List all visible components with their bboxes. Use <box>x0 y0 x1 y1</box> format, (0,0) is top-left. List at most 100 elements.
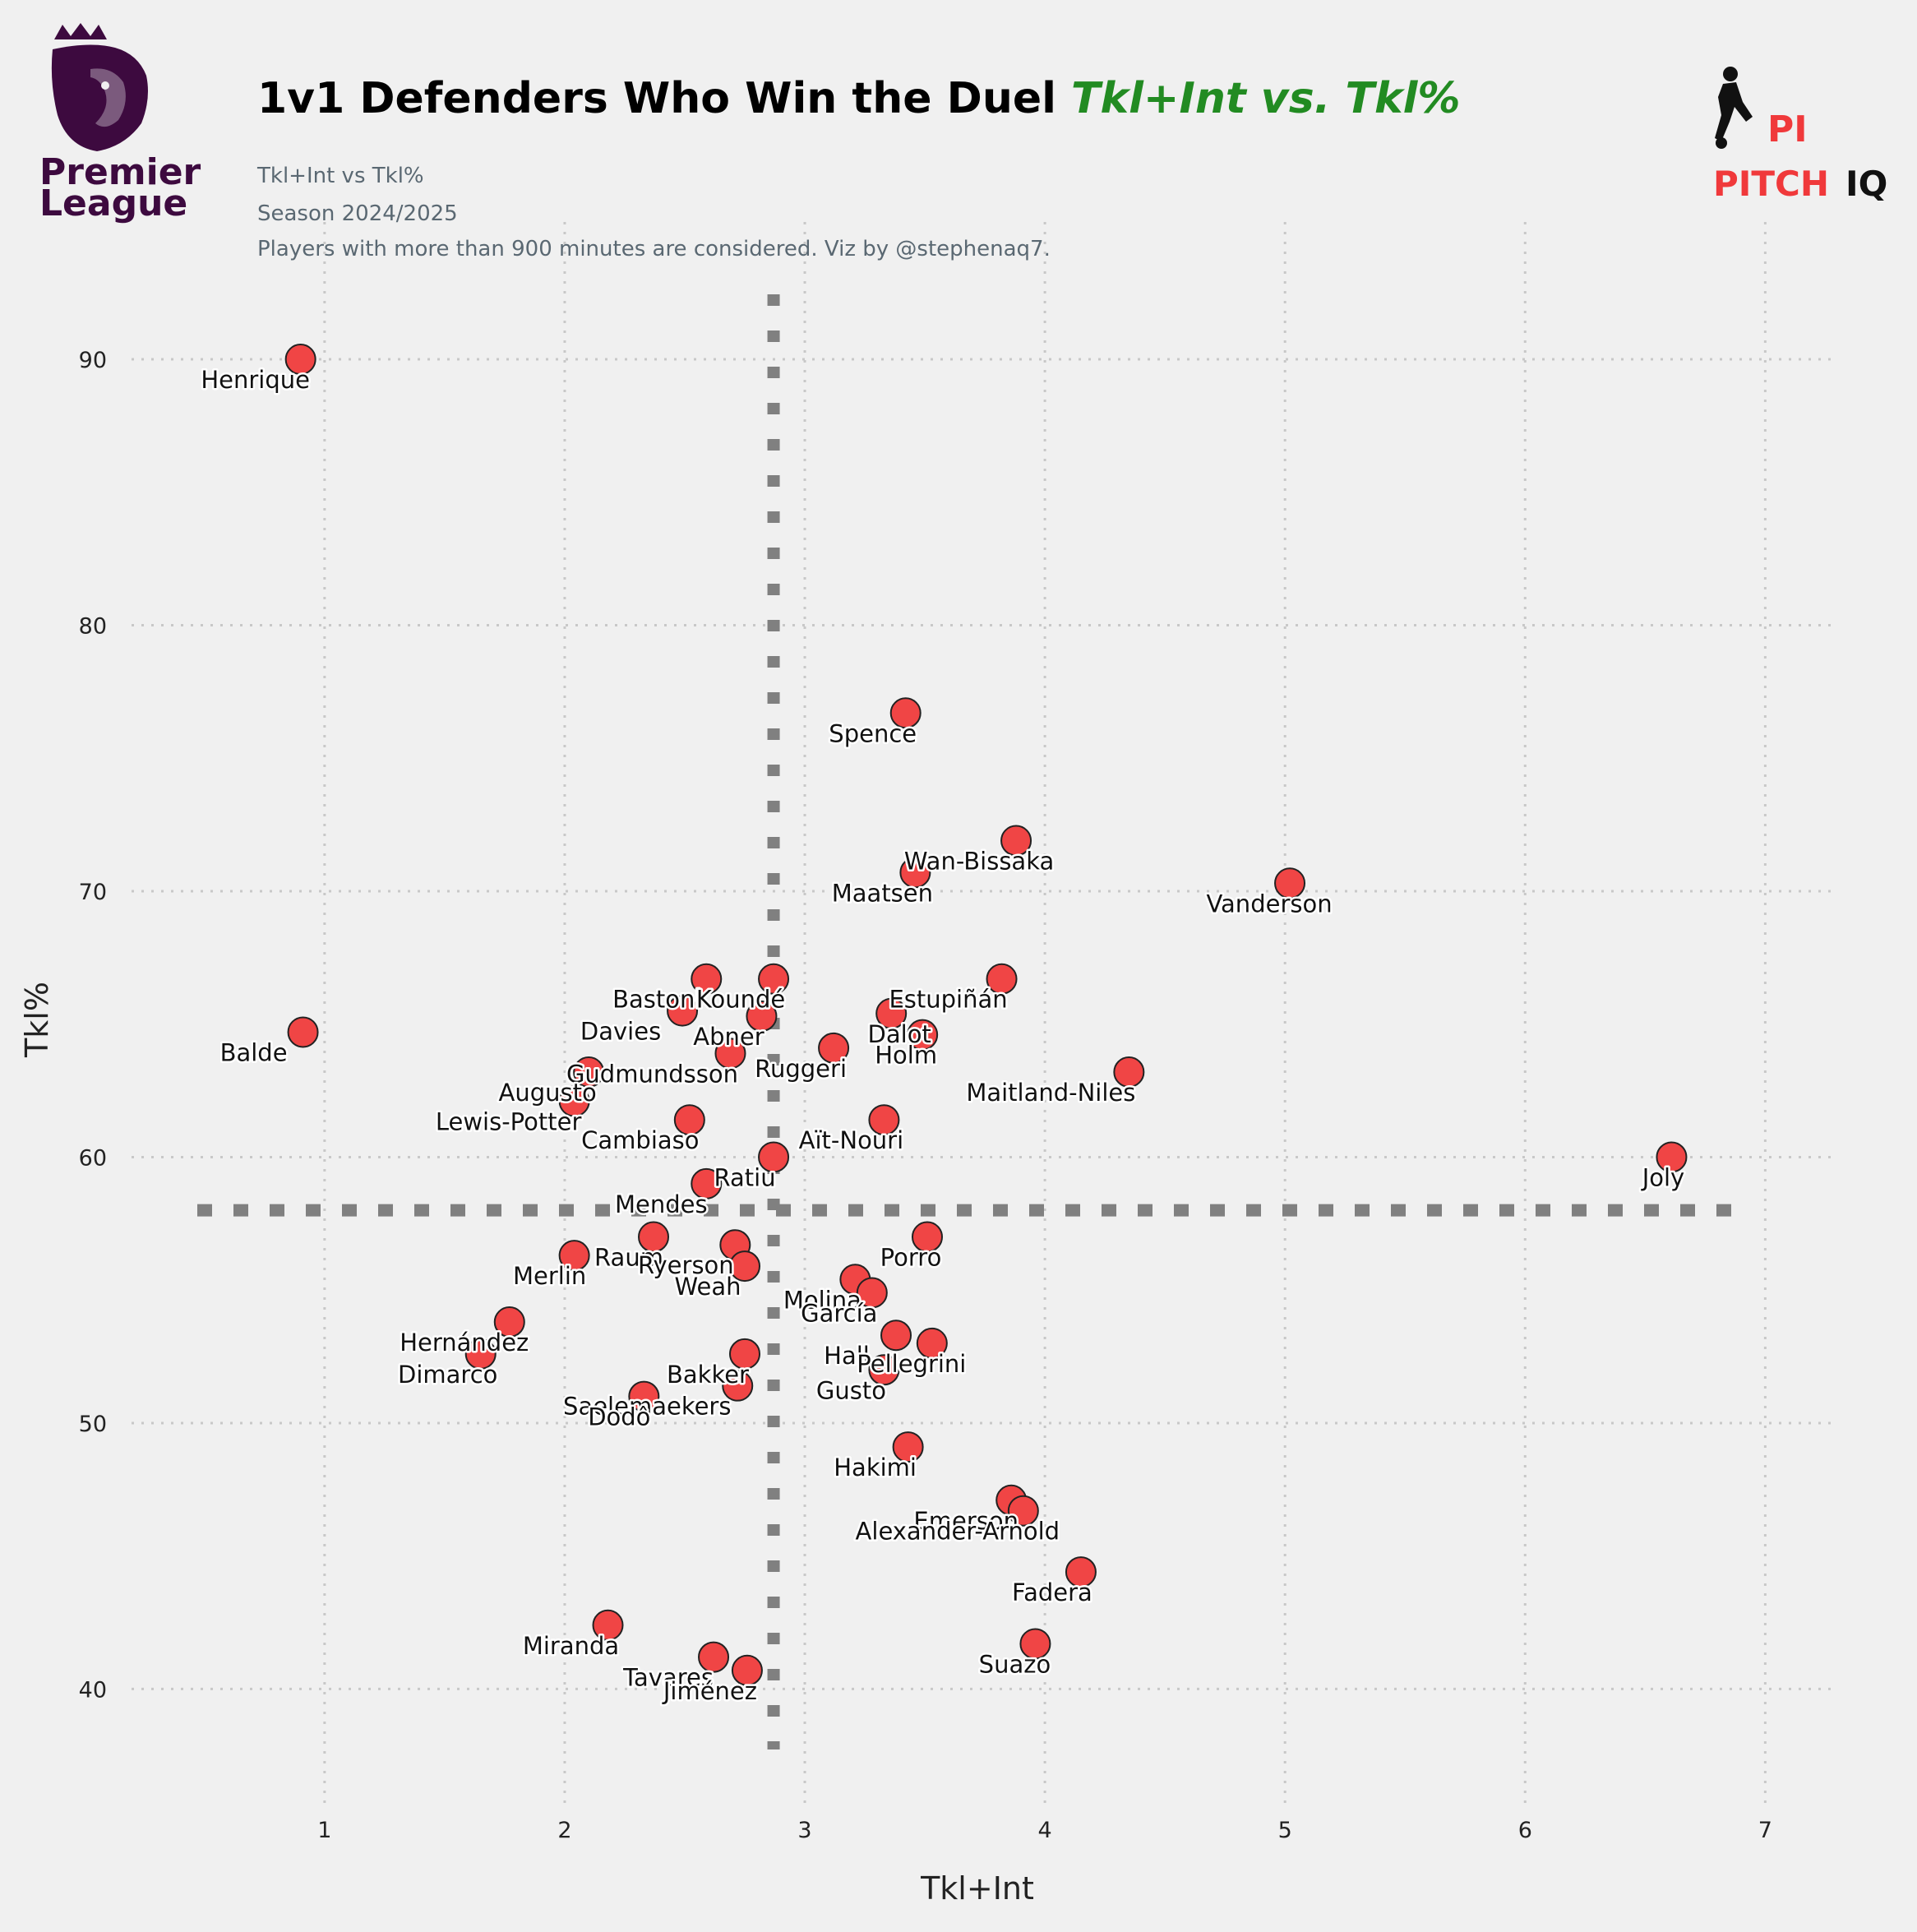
point-label: Aït-Nouri <box>799 1126 904 1154</box>
scatter-point <box>667 995 699 1027</box>
scatter-point <box>1000 825 1032 857</box>
point-label: Wan-Bissaka <box>904 848 1054 876</box>
scatter-point <box>916 1327 948 1359</box>
scatter-point <box>691 963 723 995</box>
chart-title: 1v1 Defenders Who Win the Duel Tkl+Int v… <box>257 74 1461 123</box>
scatter-point <box>1274 867 1306 899</box>
scatter-point <box>714 1038 746 1070</box>
scatter-point <box>889 697 922 729</box>
point-label: Dimarco <box>398 1361 497 1389</box>
point-label: Saelemaekers <box>563 1393 731 1421</box>
point-label: Jiménez <box>662 1677 757 1705</box>
point-label: Alexander-Arnold <box>856 1518 1060 1546</box>
logo-premier-text: Premier <box>39 151 201 193</box>
scatter-point <box>868 1354 900 1386</box>
scatter-point <box>1019 1628 1051 1660</box>
point-label: Porro <box>880 1244 942 1272</box>
scatter-point <box>558 1085 590 1117</box>
y-axis-label: Tkl% <box>19 982 55 1058</box>
point-label: Augusto <box>499 1079 597 1107</box>
point-label: Miranda <box>523 1632 619 1660</box>
subtitle-line-1: Tkl+Int vs Tkl% <box>256 164 424 188</box>
scatter-point <box>493 1306 525 1338</box>
y-tick-label: 60 <box>79 1145 107 1171</box>
scatter-point <box>818 1032 850 1064</box>
point-label: Weah <box>675 1273 741 1301</box>
point-label: Tavares <box>622 1664 714 1692</box>
point-labels: Henrique Spence Wan-Bissaka Maatsen Vanderso… <box>199 364 1687 1708</box>
scatter-point <box>729 1250 761 1283</box>
point-label: Henrique <box>201 366 310 394</box>
point-label: Raum <box>594 1244 663 1272</box>
data-points <box>284 344 1688 1686</box>
y-tick-label: 90 <box>79 348 107 373</box>
logo-iq-text: IQ <box>1845 164 1887 204</box>
scatter-point <box>698 1641 730 1673</box>
scatter-point <box>899 857 931 889</box>
point-label: Davies <box>580 1018 661 1046</box>
point-label: Balde <box>220 1038 288 1066</box>
scatter-point <box>1113 1056 1145 1088</box>
scatter-point <box>673 1104 705 1136</box>
point-label: Ratiu <box>714 1163 776 1191</box>
point-label: Merlin <box>513 1262 586 1290</box>
point-label: Bakker <box>667 1361 749 1389</box>
point-label: Holm <box>875 1042 937 1070</box>
title-main: 1v1 Defenders Who Win the Duel <box>257 74 1071 123</box>
scatter-point <box>911 1221 943 1253</box>
point-label: Gudmundsson <box>566 1060 738 1088</box>
y-tick-label: 80 <box>79 614 107 640</box>
point-label: Pellegrini <box>857 1350 966 1378</box>
scatter-point <box>592 1609 624 1641</box>
point-label: Hakimi <box>834 1454 917 1481</box>
point-label: Cambiaso <box>581 1126 699 1154</box>
point-label: Spence <box>829 719 917 747</box>
scatter-point <box>558 1240 590 1272</box>
y-tick-label: 70 <box>79 880 107 905</box>
scatter-point <box>638 1221 670 1253</box>
point-label: Maitland-Niles <box>966 1079 1135 1107</box>
scatter-point <box>729 1338 761 1370</box>
x-axis-label: Tkl+Int <box>920 1870 1034 1907</box>
x-tick-label: 5 <box>1278 1818 1292 1843</box>
scatter-point <box>573 1056 605 1088</box>
premier-league-lion-icon <box>51 23 148 151</box>
x-tick-label: 6 <box>1518 1818 1532 1843</box>
pitch-iq-player-icon <box>1715 67 1753 149</box>
premier-league-logo: Premier League <box>39 23 201 224</box>
scatter-point <box>746 1001 778 1033</box>
point-label: Abner <box>693 1023 764 1051</box>
point-label: Ruggeri <box>755 1055 847 1083</box>
point-label: Gusto <box>816 1376 886 1404</box>
point-label: Lewis-Potter <box>436 1108 582 1136</box>
logo-pitch-text: PITCH <box>1713 164 1829 204</box>
scatter-point <box>464 1338 497 1370</box>
point-label: Joly <box>1641 1163 1685 1191</box>
point-label: Dalot <box>868 1020 931 1048</box>
scatter-point <box>287 1016 319 1048</box>
logo-pi-mark: PI <box>1767 109 1808 150</box>
scatter-point <box>986 963 1018 995</box>
x-tick-label: 3 <box>797 1818 811 1843</box>
point-label: Mendes <box>615 1190 708 1218</box>
point-label: Hall <box>824 1342 870 1370</box>
x-tick-label: 1 <box>317 1818 331 1843</box>
point-label: Koundé <box>696 986 785 1014</box>
point-label: Suazo <box>979 1650 1051 1678</box>
y-tick-label: 50 <box>79 1412 107 1437</box>
grid <box>132 222 1833 1809</box>
point-label: Vanderson <box>1206 890 1332 917</box>
scatter-point <box>1007 1495 1039 1527</box>
subtitle-line-2: Season 2024/2025 <box>257 201 458 226</box>
point-label: Emerson <box>913 1507 1019 1535</box>
point-label: Molina <box>783 1286 861 1314</box>
point-label: Maatsen <box>832 879 933 907</box>
scatter-point <box>758 963 790 995</box>
x-tick-label: 2 <box>557 1818 571 1843</box>
scatter-point <box>892 1431 924 1463</box>
scatter-point <box>907 1019 939 1051</box>
point-label: García <box>801 1299 877 1327</box>
point-label: Estupiñán <box>889 986 1007 1014</box>
scatter-point <box>856 1277 888 1309</box>
